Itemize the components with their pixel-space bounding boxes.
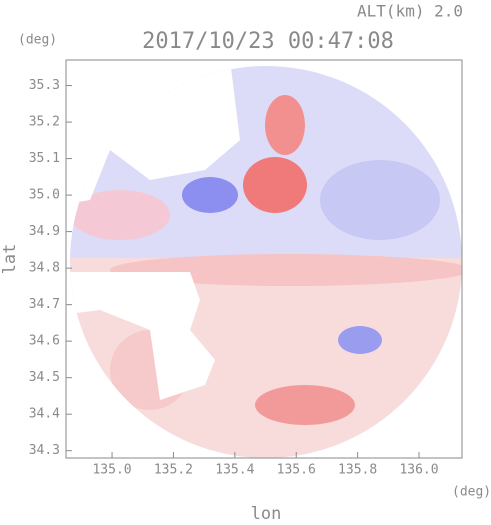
plot-frame bbox=[65, 59, 463, 459]
y-tick-label: 34.8 bbox=[29, 261, 60, 276]
y-unit: (deg) bbox=[18, 33, 57, 48]
radar-field bbox=[70, 66, 462, 458]
x-axis-label: lon bbox=[251, 504, 282, 521]
cell bbox=[255, 385, 355, 425]
x-tick-label: 135.2 bbox=[154, 463, 193, 478]
y-tick-label: 35.3 bbox=[29, 78, 60, 93]
cell bbox=[182, 177, 238, 213]
cell bbox=[338, 326, 382, 354]
band bbox=[110, 254, 462, 286]
y-tick-label: 34.4 bbox=[29, 407, 60, 422]
y-tick-label: 34.7 bbox=[29, 297, 60, 312]
chart-title: 2017/10/23 00:47:08 bbox=[142, 29, 394, 54]
no-data bbox=[70, 272, 215, 400]
cell bbox=[265, 95, 305, 155]
x-tick-label: 135.0 bbox=[92, 463, 131, 478]
y-tick-label: 34.5 bbox=[29, 370, 60, 385]
y-tick-label: 34.3 bbox=[29, 443, 60, 458]
y-tick-label: 34.6 bbox=[29, 334, 60, 349]
altitude: ALT(km) 2.0 bbox=[357, 2, 463, 21]
cell bbox=[320, 160, 440, 240]
x-tick-label: 135.6 bbox=[277, 463, 316, 478]
cell bbox=[70, 190, 170, 240]
x-tick-label: 135.4 bbox=[215, 463, 254, 478]
x-tick-label: 135.8 bbox=[338, 463, 377, 478]
y-tick-label: 35.2 bbox=[29, 115, 60, 130]
y-tick-label: 35.0 bbox=[29, 188, 60, 203]
x-unit: (deg) bbox=[452, 485, 491, 500]
y-tick-label: 34.9 bbox=[29, 224, 60, 239]
y-tick-label: 35.1 bbox=[29, 151, 60, 166]
x-tick-label: 136.0 bbox=[399, 463, 438, 478]
cell bbox=[243, 157, 307, 213]
y-axis-label: lat bbox=[0, 244, 20, 275]
